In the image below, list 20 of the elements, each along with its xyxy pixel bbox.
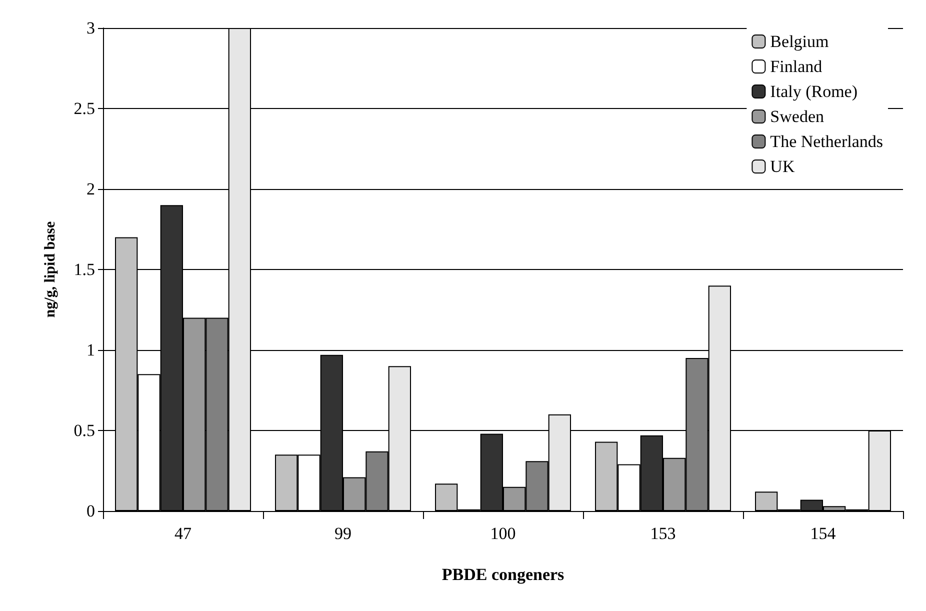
legend-label: Finland bbox=[770, 57, 823, 76]
y-tick-label: 1 bbox=[86, 340, 95, 360]
y-tick-label: 0 bbox=[86, 502, 95, 520]
x-tick-label: 100 bbox=[490, 524, 516, 543]
x-tick-label: 99 bbox=[334, 524, 352, 543]
legend-label: Sweden bbox=[770, 107, 825, 126]
x-tick-label: 153 bbox=[650, 524, 676, 543]
y-tick-label: 2.5 bbox=[74, 99, 95, 118]
legend-label: Belgium bbox=[770, 32, 829, 51]
y-axis-title: ng/g, lipid base bbox=[42, 221, 58, 318]
legend-label: The Netherlands bbox=[770, 132, 884, 151]
legend-label: Italy (Rome) bbox=[770, 82, 858, 101]
y-tick-label: 1.5 bbox=[74, 260, 95, 279]
x-axis-title: PBDE congeners bbox=[442, 565, 565, 584]
x-tick-label: 47 bbox=[174, 524, 192, 543]
legend-label: UK bbox=[770, 157, 796, 176]
y-tick-label: 2 bbox=[86, 180, 95, 198]
y-tick-label: 0.5 bbox=[74, 421, 95, 440]
x-tick-label: 154 bbox=[810, 524, 836, 543]
y-tick-label: 3 bbox=[86, 18, 95, 38]
